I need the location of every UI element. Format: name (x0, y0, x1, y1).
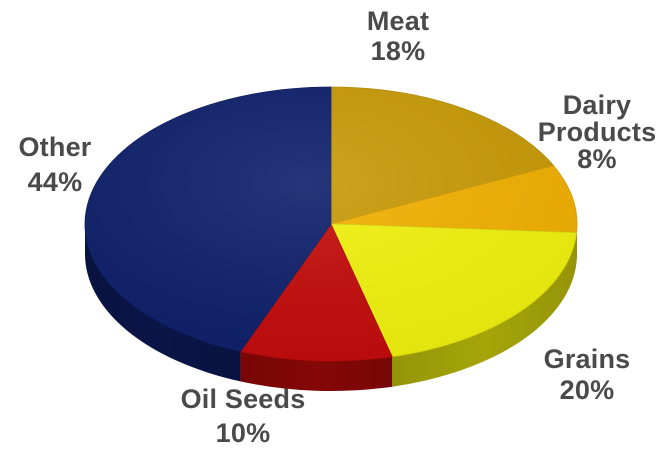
pie-label-line: 18% (371, 36, 426, 66)
pie-label-line: Dairy (563, 90, 632, 120)
pie-label-layer: Meat 18% Dairy Products 8% Grains 20% Oil Seeds… (18, 6, 656, 448)
pie-label-line: Oil Seeds (181, 384, 306, 414)
pie-label-meat: Meat 18% (367, 6, 429, 66)
pie-top-gloss (85, 87, 577, 361)
pie-label-other: Other 44% (18, 132, 91, 197)
pie-label-line: 44% (28, 167, 83, 197)
pie-label-line: Other (18, 132, 91, 162)
pie-label-line: Products (538, 117, 657, 147)
pie-label-dairy-products: Dairy Products 8% (538, 90, 657, 174)
pie-top-layer (84, 86, 578, 362)
pie-label-line: 10% (216, 418, 271, 448)
pie-slice-side-shading (85, 224, 241, 382)
pie-label-line: 20% (560, 375, 615, 405)
pie-label-line: Meat (367, 6, 429, 36)
pie-side-layer (85, 224, 577, 391)
pie-label-line: 8% (577, 144, 616, 174)
pie-label-line: Grains (544, 344, 631, 374)
pie-label-grains: Grains 20% (544, 344, 631, 405)
pie-label-oil-seeds: Oil Seeds 10% (181, 384, 306, 448)
pie-slice-side-shading (392, 232, 577, 387)
pie-slice-side-shading (240, 351, 393, 391)
